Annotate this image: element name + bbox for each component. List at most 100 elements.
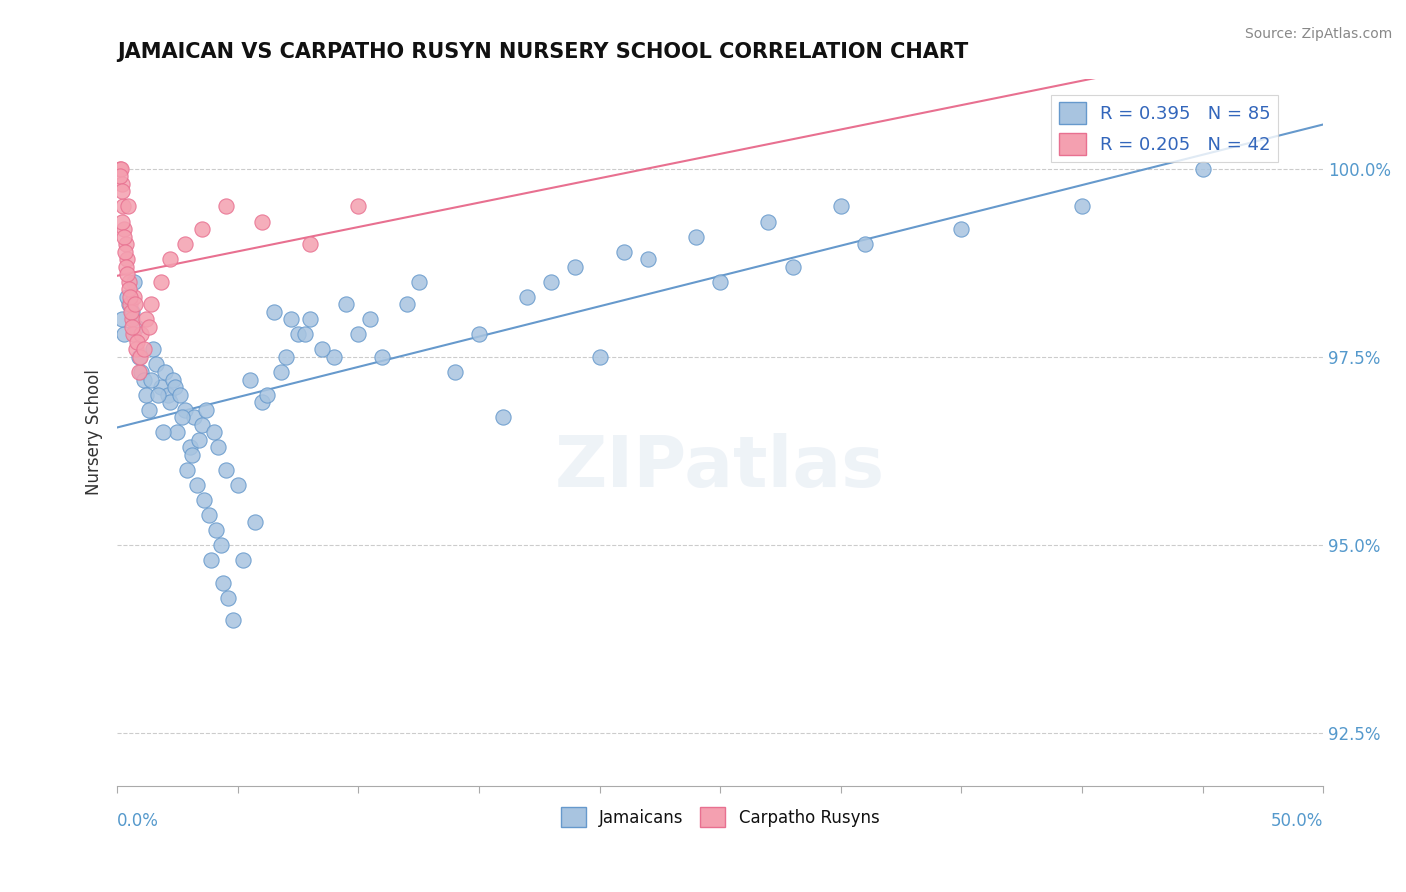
Point <box>122 275 145 289</box>
Point <box>1191 161 1213 176</box>
Point <box>129 350 152 364</box>
Point <box>294 327 316 342</box>
Text: Source: ZipAtlas.com: Source: ZipAtlas.com <box>1244 27 1392 41</box>
Point <box>685 229 707 244</box>
Point <box>135 387 157 401</box>
Point <box>118 282 141 296</box>
Point <box>111 312 134 326</box>
Point <box>124 297 146 311</box>
Point <box>118 275 141 289</box>
Point <box>190 222 212 236</box>
Point <box>111 214 134 228</box>
Point <box>215 199 238 213</box>
Point <box>239 372 262 386</box>
Point <box>758 214 780 228</box>
Point <box>131 327 153 342</box>
Point <box>468 327 491 342</box>
Point <box>709 275 731 289</box>
Point <box>155 365 177 379</box>
Point <box>205 523 228 537</box>
Point <box>188 433 211 447</box>
Point <box>172 410 194 425</box>
Point <box>347 199 370 213</box>
Point <box>335 297 357 311</box>
Point <box>159 395 181 409</box>
Point <box>148 387 170 401</box>
Point <box>149 275 172 289</box>
Point <box>112 327 135 342</box>
Point <box>165 380 187 394</box>
Point <box>564 260 586 274</box>
Point <box>115 260 138 274</box>
Point <box>166 425 188 440</box>
Point <box>121 327 143 342</box>
Point <box>112 222 135 236</box>
Point <box>138 402 160 417</box>
Point <box>114 244 136 259</box>
Text: 0.0%: 0.0% <box>117 812 159 830</box>
Point <box>222 613 245 627</box>
Point <box>274 350 297 364</box>
Point <box>128 365 150 379</box>
Point <box>121 312 143 326</box>
Point <box>149 380 172 394</box>
Text: ZIPatlas: ZIPatlas <box>555 433 886 502</box>
Point <box>112 199 135 213</box>
Point <box>408 275 430 289</box>
Point <box>250 395 273 409</box>
Point <box>950 222 973 236</box>
Point <box>162 372 184 386</box>
Point <box>115 252 138 267</box>
Text: 50.0%: 50.0% <box>1271 812 1323 830</box>
Point <box>169 387 191 401</box>
Point <box>193 492 215 507</box>
Point <box>118 290 141 304</box>
Point <box>263 305 285 319</box>
Point <box>142 343 165 357</box>
Point <box>115 290 138 304</box>
Point <box>120 297 142 311</box>
Point <box>395 297 418 311</box>
Point <box>131 365 153 379</box>
Point <box>270 365 292 379</box>
Point <box>250 214 273 228</box>
Point <box>782 260 804 274</box>
Y-axis label: Nursery School: Nursery School <box>86 369 103 495</box>
Point <box>108 169 131 184</box>
Point <box>190 417 212 432</box>
Point <box>173 237 195 252</box>
Point <box>207 440 229 454</box>
Point <box>359 312 381 326</box>
Point <box>135 312 157 326</box>
Point <box>217 591 239 605</box>
Point <box>156 387 179 401</box>
Text: JAMAICAN VS CARPATHO RUSYN NURSERY SCHOOL CORRELATION CHART: JAMAICAN VS CARPATHO RUSYN NURSERY SCHOO… <box>117 42 969 62</box>
Point <box>128 350 150 364</box>
Point <box>125 319 148 334</box>
Point <box>200 553 222 567</box>
Point <box>299 312 322 326</box>
Point <box>637 252 659 267</box>
Point <box>215 463 238 477</box>
Point <box>121 319 143 334</box>
Point <box>117 267 139 281</box>
Point <box>613 244 636 259</box>
Point <box>120 305 142 319</box>
Point <box>299 237 322 252</box>
Point <box>152 425 174 440</box>
Point <box>138 319 160 334</box>
Point <box>173 402 195 417</box>
Point <box>588 350 610 364</box>
Point <box>121 305 143 319</box>
Point <box>347 327 370 342</box>
Point <box>1071 199 1094 213</box>
Legend: Jamaicans, Carpatho Rusyns: Jamaicans, Carpatho Rusyns <box>554 800 886 834</box>
Point <box>181 448 204 462</box>
Point <box>540 275 562 289</box>
Point <box>226 478 249 492</box>
Point <box>243 516 266 530</box>
Point <box>195 402 218 417</box>
Point <box>108 161 131 176</box>
Point <box>444 365 467 379</box>
Point <box>159 252 181 267</box>
